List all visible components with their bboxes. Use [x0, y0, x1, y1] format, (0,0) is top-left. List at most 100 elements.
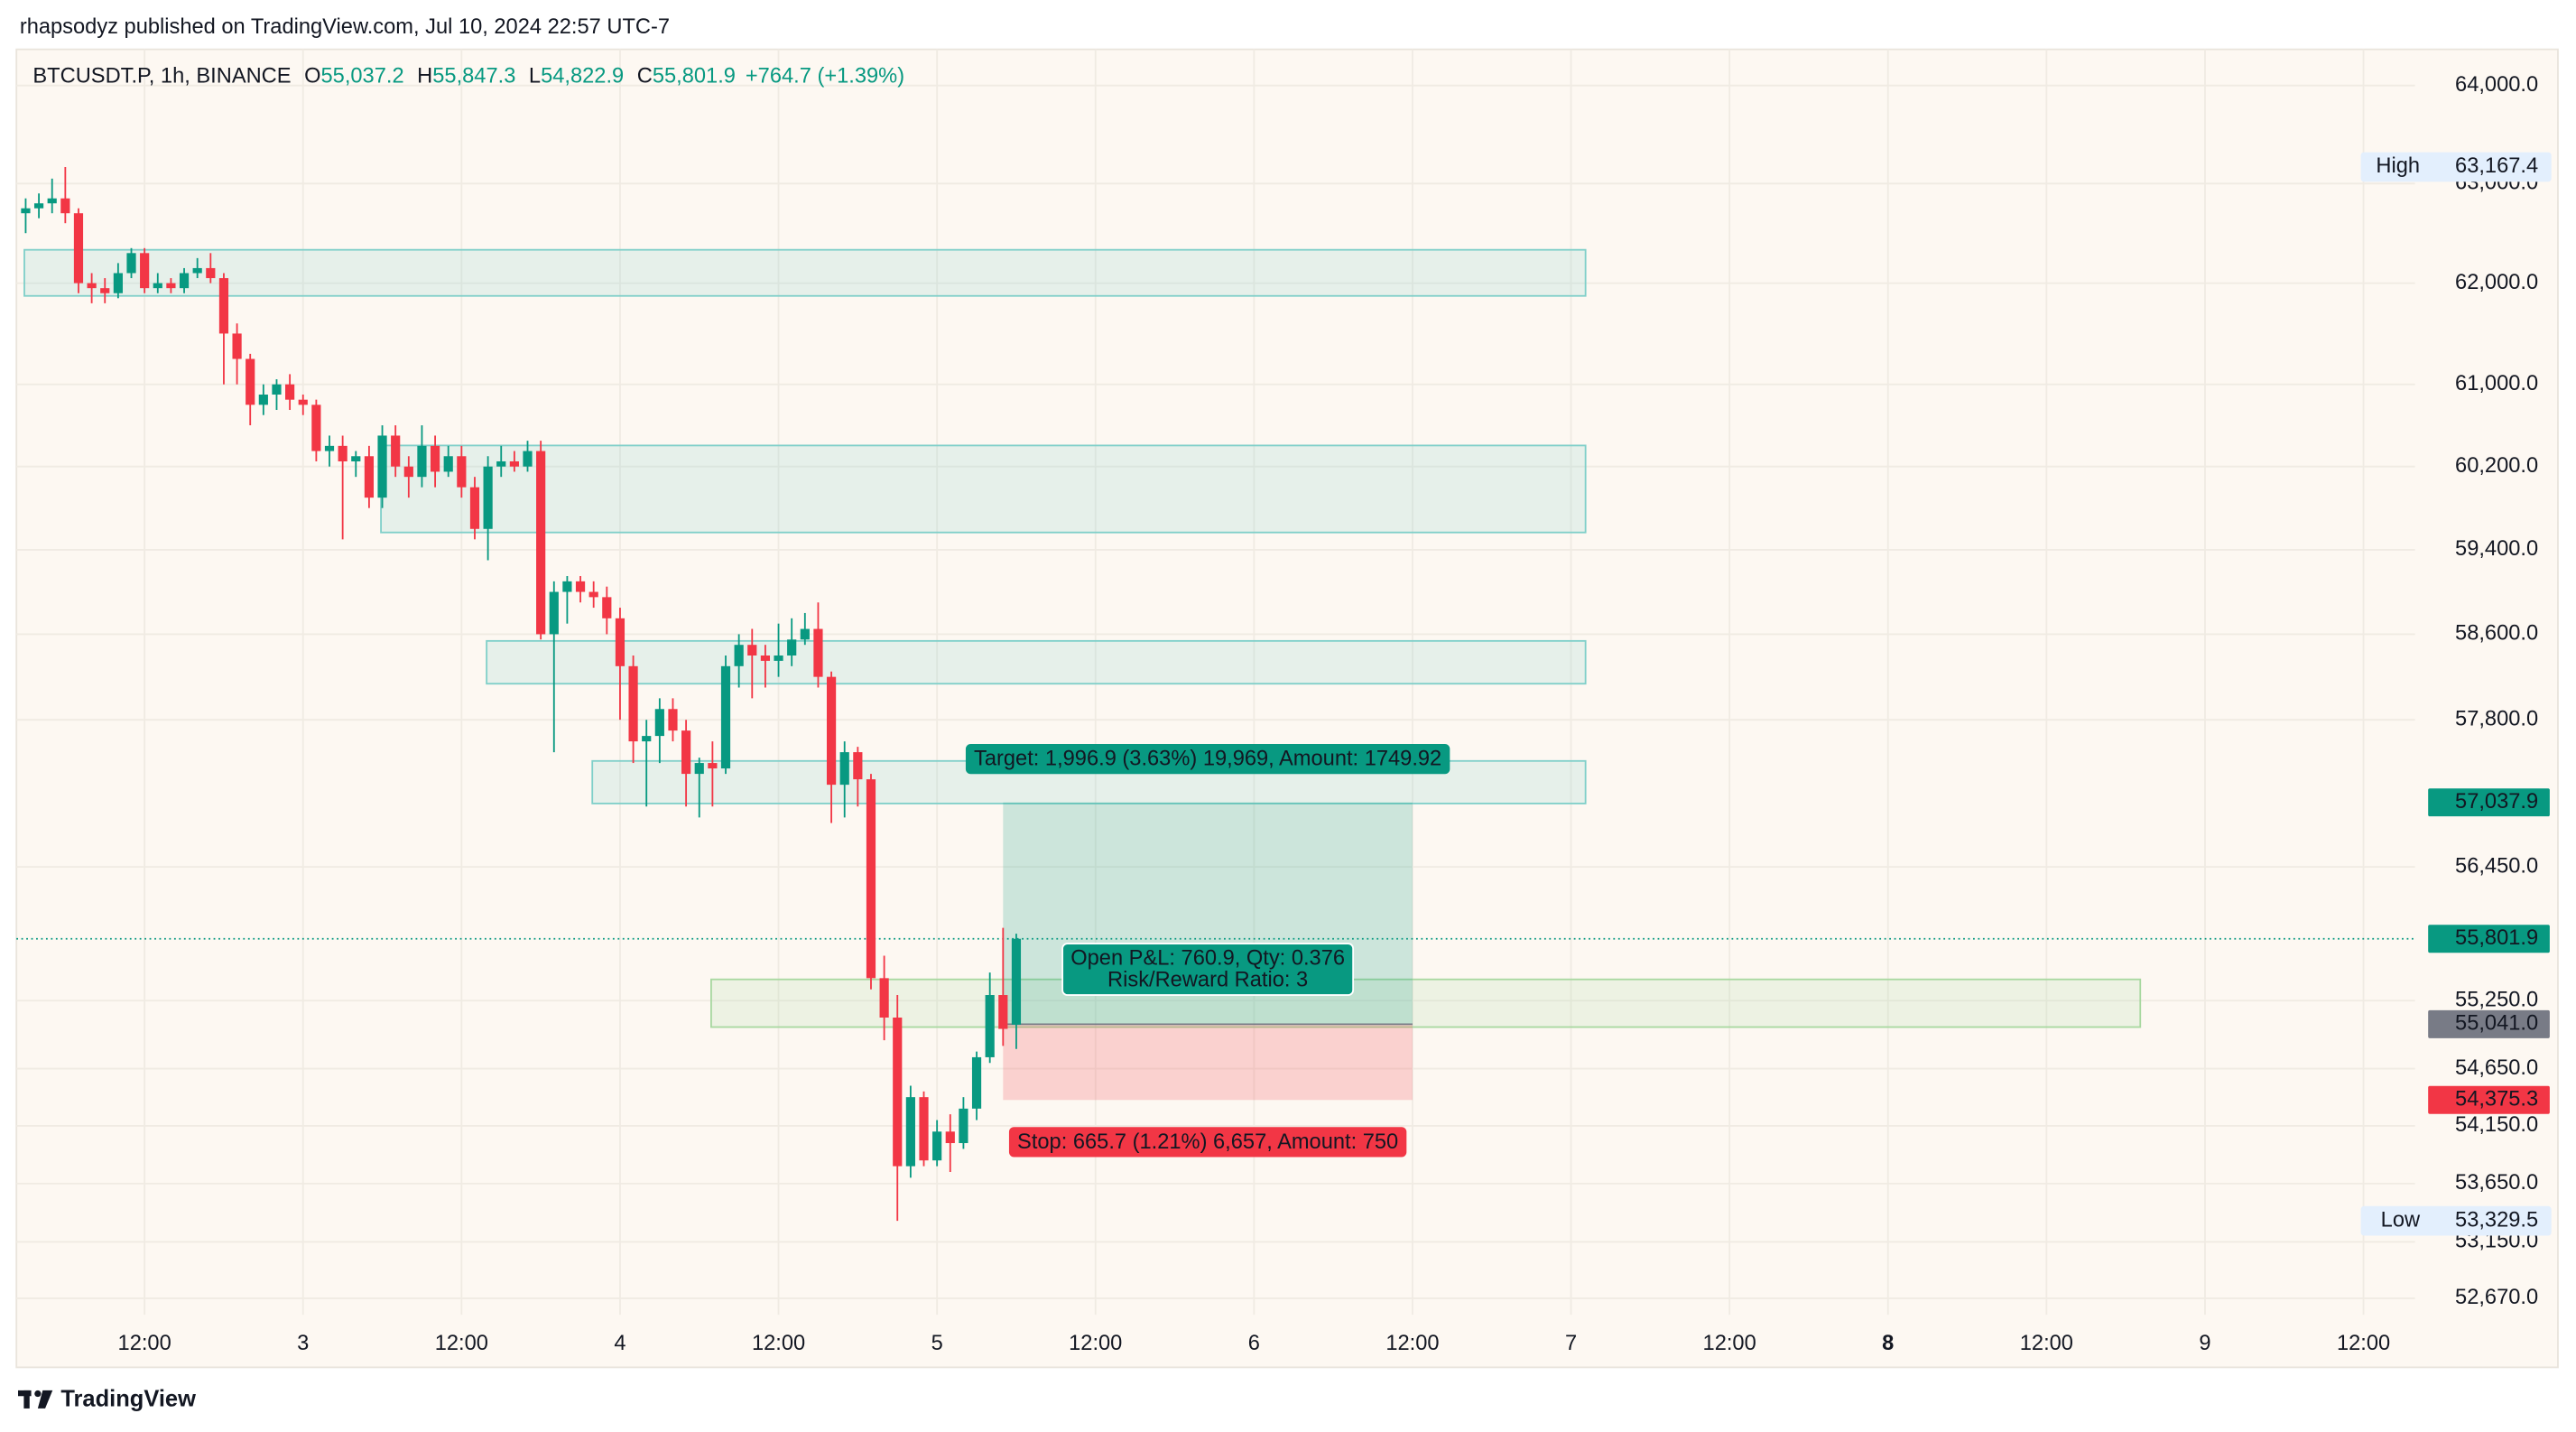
candle-body — [523, 451, 533, 467]
ohlc-value: 55,037.2 — [321, 65, 404, 88]
logo-part — [37, 1390, 53, 1409]
x-tick-label: 12:00 — [1069, 1332, 1122, 1355]
y-tick-label: 52,670.0 — [2455, 1286, 2538, 1309]
x-tick-label: 12:00 — [2020, 1332, 2073, 1355]
candle-body — [800, 628, 810, 640]
y-tick-label: 64,000.0 — [2455, 73, 2538, 97]
ohlc-key: O — [304, 65, 320, 88]
candle-body — [839, 752, 849, 786]
price-badge — [2428, 1009, 2550, 1038]
y-tick-label: 60,200.0 — [2455, 454, 2538, 478]
zone — [23, 248, 1587, 297]
candle-body — [588, 591, 598, 598]
extreme-value: 53,329.5 — [2455, 1208, 2538, 1232]
brand-name: TradingView — [60, 1387, 196, 1412]
candle-body — [998, 995, 1008, 1029]
y-tick-label: 55,250.0 — [2455, 989, 2538, 1012]
extreme-name: Low — [2381, 1208, 2421, 1232]
target-label-box — [965, 743, 1450, 775]
extreme-value: 63,167.4 — [2455, 154, 2538, 178]
candle-body — [338, 445, 347, 461]
candle-body — [206, 267, 216, 279]
candle-body — [602, 597, 612, 618]
ohlc-value: 55,847.3 — [432, 65, 515, 88]
extreme-badge — [2360, 152, 2552, 182]
logo-part — [23, 1390, 30, 1409]
candle-body — [879, 978, 889, 1018]
symbol-legend: BTCUSDT.P, 1h, BINANCE O55,037.2 H55,847.3… — [32, 65, 904, 88]
y-tick-label: 53,650.0 — [2455, 1171, 2538, 1195]
x-tick-label: 12:00 — [118, 1332, 171, 1355]
target-label-text: Target: 1,996.9 (3.63%) 19,969, Amount: … — [974, 748, 1441, 771]
candle-body — [364, 456, 375, 498]
candle-body — [483, 466, 493, 529]
y-tick-label: 58,600.0 — [2455, 622, 2538, 646]
x-tick-label: 12:00 — [1385, 1332, 1439, 1355]
candle-body — [615, 618, 625, 666]
candle-body — [708, 763, 718, 769]
candle-body — [734, 645, 744, 666]
candle-body — [628, 665, 638, 742]
y-tick-label: 61,000.0 — [2455, 372, 2538, 395]
candle-body — [985, 995, 995, 1057]
candle-body — [285, 384, 295, 400]
price-badge — [2428, 1085, 2550, 1114]
candle-body — [1011, 938, 1022, 1025]
candle-body — [351, 456, 361, 461]
y-tick-label: 62,000.0 — [2455, 271, 2538, 294]
candle-body — [813, 628, 823, 677]
candle-body — [298, 399, 308, 405]
candle-body — [575, 581, 586, 592]
x-tick-label: 4 — [614, 1332, 625, 1355]
candle-body — [720, 665, 731, 769]
candle-body — [166, 283, 176, 289]
y-tick-label: 57,800.0 — [2455, 707, 2538, 730]
x-tick-label: 8 — [1882, 1332, 1894, 1355]
ohlc-key: L — [529, 65, 541, 88]
candle-body — [694, 763, 704, 775]
x-tick-label: 12:00 — [1703, 1332, 1756, 1355]
ohlc-value: 55,801.9 — [653, 65, 736, 88]
candle-body — [100, 288, 110, 293]
candle-body — [443, 456, 453, 472]
candle-body — [760, 655, 771, 661]
candle-body — [562, 581, 572, 592]
published-note: rhapsodyz published on TradingView.com, … — [20, 15, 670, 39]
candle-body — [232, 333, 242, 359]
candle-body — [642, 736, 652, 742]
grid — [16, 49, 2415, 1316]
candle-body — [272, 384, 282, 395]
candle-body — [971, 1056, 982, 1109]
brand-logo — [18, 1390, 53, 1409]
candle-body — [403, 466, 413, 478]
candle-body — [668, 709, 678, 731]
zone — [710, 978, 2142, 1028]
candle-body — [457, 456, 467, 488]
candle-body — [893, 1018, 903, 1167]
price-badge-label: 55,801.9 — [2455, 926, 2538, 950]
price-badge — [2428, 788, 2550, 817]
symbol: BTCUSDT.P, 1h, BINANCE — [32, 65, 291, 88]
x-tick-label: 12:00 — [2337, 1332, 2390, 1355]
candle-body — [787, 639, 797, 656]
candle-body — [932, 1131, 942, 1161]
candle-body — [21, 208, 31, 214]
candle-body — [774, 655, 783, 661]
candle-body — [258, 395, 268, 405]
candle-body — [747, 645, 757, 656]
chart-background — [15, 48, 2559, 1369]
candle-body — [905, 1097, 915, 1167]
candle-body — [324, 445, 335, 451]
ohlc-value: 54,822.9 — [541, 65, 624, 88]
candle-body — [377, 435, 387, 498]
x-tick-label: 5 — [931, 1332, 943, 1355]
candle-body — [469, 487, 480, 529]
candle-body — [126, 253, 136, 274]
candle-body — [496, 460, 506, 467]
x-tick-label: 9 — [2199, 1332, 2210, 1355]
candle-body — [866, 779, 876, 979]
price-badge — [2428, 925, 2550, 953]
